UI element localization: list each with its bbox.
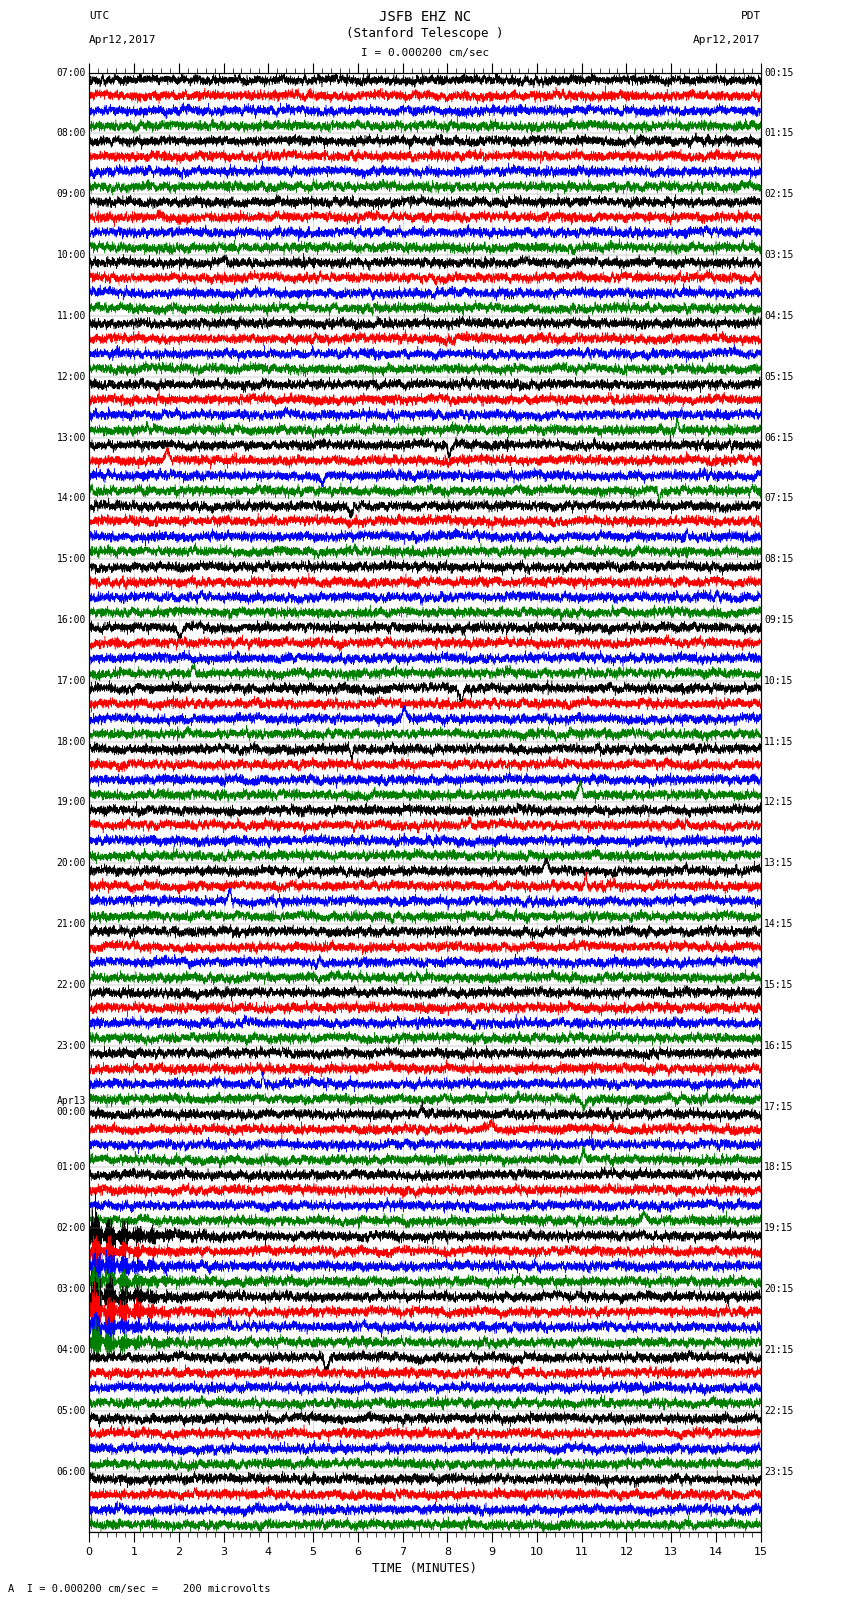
Text: 12:00: 12:00 (56, 371, 86, 382)
Text: 21:00: 21:00 (56, 919, 86, 929)
Text: 03:00: 03:00 (56, 1284, 86, 1294)
Text: 05:00: 05:00 (56, 1405, 86, 1416)
Text: 22:00: 22:00 (56, 981, 86, 990)
Text: 18:00: 18:00 (56, 737, 86, 747)
X-axis label: TIME (MINUTES): TIME (MINUTES) (372, 1563, 478, 1576)
Text: 22:15: 22:15 (764, 1405, 794, 1416)
Text: 07:15: 07:15 (764, 494, 794, 503)
Text: 15:15: 15:15 (764, 981, 794, 990)
Text: 03:15: 03:15 (764, 250, 794, 260)
Text: 10:00: 10:00 (56, 250, 86, 260)
Text: 09:00: 09:00 (56, 189, 86, 200)
Text: 19:00: 19:00 (56, 797, 86, 808)
Text: 13:00: 13:00 (56, 432, 86, 442)
Text: 16:15: 16:15 (764, 1040, 794, 1050)
Text: 17:15: 17:15 (764, 1102, 794, 1111)
Text: 23:00: 23:00 (56, 1040, 86, 1050)
Text: 17:00: 17:00 (56, 676, 86, 686)
Text: 08:00: 08:00 (56, 129, 86, 139)
Text: 09:15: 09:15 (764, 615, 794, 624)
Text: Apr12,2017: Apr12,2017 (89, 35, 156, 45)
Text: 04:15: 04:15 (764, 311, 794, 321)
Text: 14:15: 14:15 (764, 919, 794, 929)
Text: 12:15: 12:15 (764, 797, 794, 808)
Text: 23:15: 23:15 (764, 1466, 794, 1476)
Text: Apr12,2017: Apr12,2017 (694, 35, 761, 45)
Text: 15:00: 15:00 (56, 555, 86, 565)
Text: 16:00: 16:00 (56, 615, 86, 624)
Text: PDT: PDT (740, 11, 761, 21)
Text: 08:15: 08:15 (764, 555, 794, 565)
Text: 00:15: 00:15 (764, 68, 794, 77)
Text: UTC: UTC (89, 11, 110, 21)
Text: 02:00: 02:00 (56, 1223, 86, 1234)
Text: 02:15: 02:15 (764, 189, 794, 200)
Text: I = 0.000200 cm/sec: I = 0.000200 cm/sec (361, 48, 489, 58)
Text: 18:15: 18:15 (764, 1163, 794, 1173)
Text: 01:00: 01:00 (56, 1163, 86, 1173)
Text: Apr13
00:00: Apr13 00:00 (56, 1095, 86, 1118)
Text: 04:00: 04:00 (56, 1345, 86, 1355)
Text: JSFB EHZ NC: JSFB EHZ NC (379, 10, 471, 24)
Text: 20:00: 20:00 (56, 858, 86, 868)
Text: 10:15: 10:15 (764, 676, 794, 686)
Text: 01:15: 01:15 (764, 129, 794, 139)
Text: 11:15: 11:15 (764, 737, 794, 747)
Text: A  I = 0.000200 cm/sec =    200 microvolts: A I = 0.000200 cm/sec = 200 microvolts (8, 1584, 271, 1594)
Text: 06:15: 06:15 (764, 432, 794, 442)
Text: 06:00: 06:00 (56, 1466, 86, 1476)
Text: 20:15: 20:15 (764, 1284, 794, 1294)
Text: 05:15: 05:15 (764, 371, 794, 382)
Text: 07:00: 07:00 (56, 68, 86, 77)
Text: 19:15: 19:15 (764, 1223, 794, 1234)
Text: 14:00: 14:00 (56, 494, 86, 503)
Text: (Stanford Telescope ): (Stanford Telescope ) (346, 27, 504, 40)
Text: 21:15: 21:15 (764, 1345, 794, 1355)
Text: 13:15: 13:15 (764, 858, 794, 868)
Text: 11:00: 11:00 (56, 311, 86, 321)
